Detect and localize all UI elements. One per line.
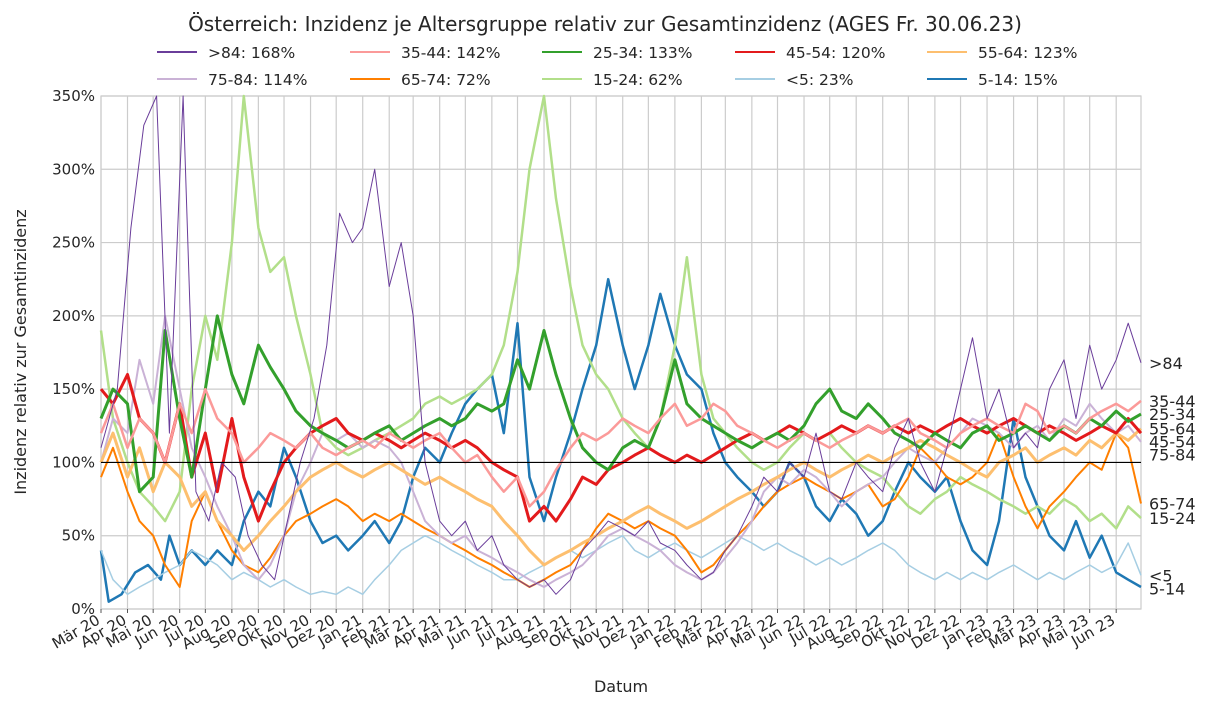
legend-entry: 25-34: 133%: [593, 44, 693, 62]
end-label: 65-74: [1149, 494, 1196, 513]
series-line-25-34: [99, 314, 1142, 494]
end-label: 75-84: [1149, 446, 1196, 465]
series-line-35-44: [99, 387, 1142, 508]
series-line-5-14: [99, 277, 1142, 603]
end-label: 45-54: [1149, 433, 1196, 452]
y-tick-label: 300%: [52, 160, 95, 178]
legend-entry: 15-24: 62%: [593, 71, 683, 89]
y-tick-label: 200%: [52, 307, 95, 325]
end-label: 35-44: [1149, 392, 1196, 411]
plot-area: [99, 94, 1143, 610]
grid: [100, 95, 1141, 610]
y-axis-ticks: 0% 50% 100% 150% 200% 250% 300% 350%: [52, 87, 95, 618]
y-axis-label: Inzidenz relativ zur Gesamtinzidenz: [11, 209, 30, 494]
end-label: 55-64: [1149, 420, 1196, 439]
legend-entry: 55-64: 123%: [978, 44, 1078, 62]
end-label: 5-14: [1149, 579, 1185, 598]
series-line-lt5: [100, 534, 1142, 596]
legend-entry: 75-84: 114%: [208, 71, 308, 89]
y-tick-label: 50%: [62, 527, 95, 545]
end-label: 25-34: [1149, 405, 1196, 424]
legend-entry: 65-74: 72%: [401, 71, 491, 89]
x-axis-label: Datum: [594, 677, 648, 696]
y-tick-label: 350%: [52, 87, 95, 105]
y-tick-label: 150%: [52, 380, 95, 398]
end-label: 15-24: [1149, 509, 1196, 528]
legend-entry: 5-14: 15%: [978, 71, 1058, 89]
series-lines: [99, 94, 1143, 603]
y-tick-label: 0%: [71, 600, 95, 618]
series-line-55-64: [99, 427, 1143, 567]
y-tick-label: 250%: [52, 234, 95, 252]
chart-title: Österreich: Inzidenz je Altersgruppe rel…: [188, 12, 1022, 36]
legend-entry: 35-44: 142%: [401, 44, 501, 62]
legend: >84: 168% 35-44: 142% 25-34: 133% 45-54: 12…: [157, 44, 1078, 89]
legend-entry: 45-54: 120%: [786, 44, 886, 62]
end-label: <5: [1149, 566, 1173, 585]
series-line-gt84: [100, 95, 1142, 595]
legend-entry: <5: 23%: [786, 71, 853, 89]
y-tick-label: 100%: [52, 453, 95, 471]
legend-entry: >84: 168%: [208, 44, 295, 62]
end-label: >84: [1149, 354, 1183, 373]
